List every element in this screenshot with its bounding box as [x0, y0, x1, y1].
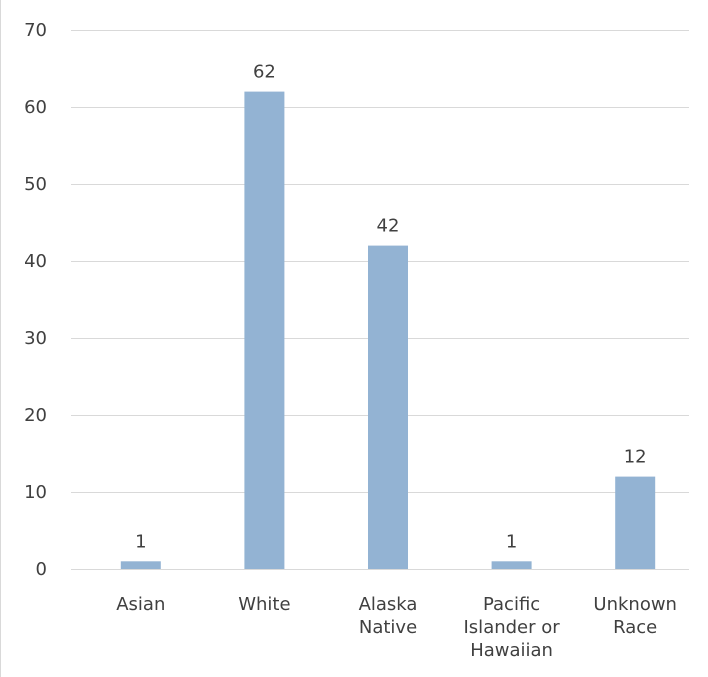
bar	[120, 561, 161, 569]
x-axis-category-labels: Asian White Alaska Native Pacific Islander or…	[116, 594, 677, 661]
x-category-label-line: Islander or	[464, 617, 561, 638]
bar	[491, 561, 532, 569]
x-category-label-line: Pacific	[483, 594, 540, 615]
bar	[615, 476, 656, 569]
y-tick-label: 40	[24, 251, 47, 272]
x-category-label-line: Unknown	[593, 594, 677, 615]
x-category-label: Alaska Native	[359, 594, 418, 638]
y-tick-label: 10	[24, 482, 47, 503]
y-tick-label: 0	[36, 559, 47, 580]
data-labels: 1 62 42 1 12	[135, 62, 647, 553]
data-label: 1	[135, 531, 146, 552]
x-category-label-line: White	[238, 594, 290, 615]
y-axis-tick-labels: 0 10 20 30 40 50 60 70	[24, 20, 47, 580]
bar	[368, 245, 408, 569]
data-label: 42	[377, 216, 400, 237]
bar	[244, 91, 285, 569]
y-tick-label: 70	[24, 20, 47, 41]
x-category-label-line: Native	[359, 617, 417, 638]
y-tick-label: 20	[24, 405, 47, 426]
x-category-label: Unknown Race	[593, 594, 677, 638]
data-label: 12	[624, 447, 647, 468]
x-category-label: Pacific Islander or Hawaiian	[464, 594, 561, 661]
x-category-label-line: Alaska	[359, 594, 418, 615]
bars	[120, 91, 656, 569]
y-tick-label: 60	[24, 97, 47, 118]
x-category-label: Asian	[116, 594, 165, 615]
x-category-label-line: Hawaiian	[470, 640, 553, 661]
data-label: 1	[506, 531, 517, 552]
x-category-label-line: Race	[613, 617, 657, 638]
y-tick-label: 30	[24, 328, 47, 349]
x-category-label: White	[238, 594, 290, 615]
y-tick-label: 50	[24, 174, 47, 195]
x-category-label-line: Asian	[116, 594, 165, 615]
data-label: 62	[253, 62, 276, 83]
